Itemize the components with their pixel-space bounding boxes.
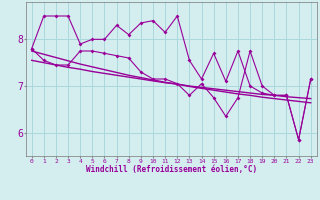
X-axis label: Windchill (Refroidissement éolien,°C): Windchill (Refroidissement éolien,°C) [86, 165, 257, 174]
